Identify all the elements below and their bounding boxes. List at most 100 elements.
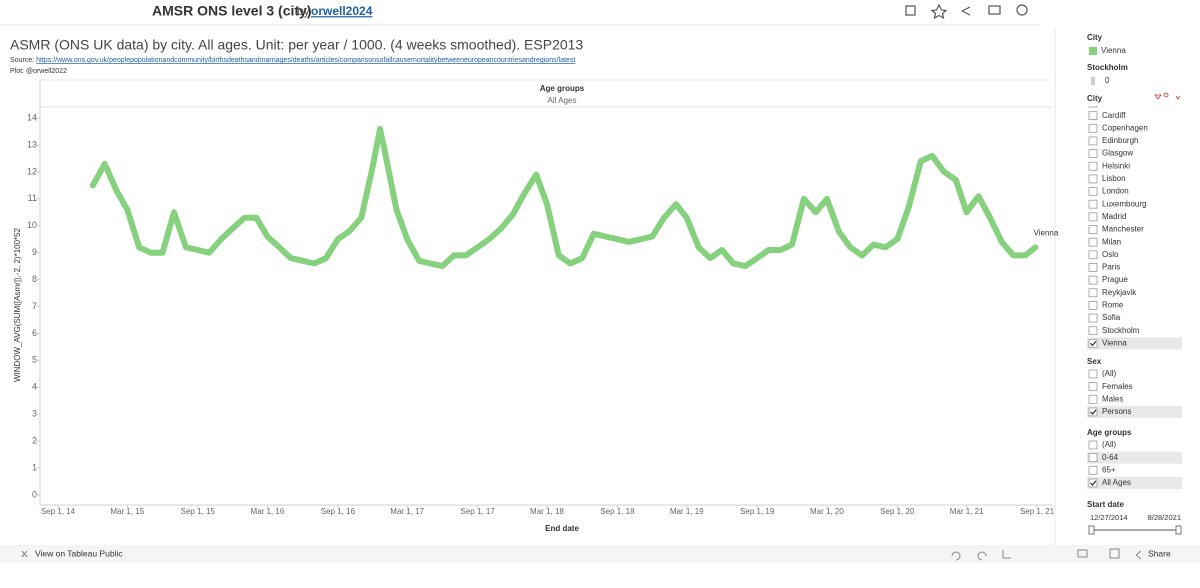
undo-icon[interactable] — [951, 551, 961, 561]
filter-item[interactable]: Helsinki — [1102, 161, 1130, 170]
checkbox[interactable] — [1088, 369, 1098, 379]
checkbox[interactable] — [1088, 300, 1098, 310]
checkmark — [1090, 409, 1097, 415]
filter-item[interactable]: Copenhagen — [1102, 123, 1148, 132]
filter-item[interactable]: Bucharest — [1102, 98, 1139, 107]
filter-item[interactable]: 0-64 — [1102, 453, 1119, 462]
favorite-icon[interactable] — [930, 3, 948, 20]
filter-item[interactable]: Males — [1102, 394, 1123, 403]
filter-item[interactable]: Rome — [1102, 301, 1124, 310]
filter-item[interactable]: (All) — [1102, 440, 1117, 449]
filter-list: (All) 0-64 65+ All Ages — [1087, 440, 1182, 489]
x-tick-label: Sep 1, 14 — [41, 507, 76, 516]
checkbox[interactable] — [1088, 382, 1098, 392]
checkbox[interactable] — [1088, 174, 1098, 184]
filter-item[interactable]: Females — [1102, 382, 1133, 391]
x-tick-label: Sep 1, 21 — [1020, 507, 1055, 516]
device-icon[interactable] — [1077, 549, 1088, 558]
checkbox[interactable] — [1088, 338, 1098, 348]
checkbox[interactable] — [1088, 250, 1098, 260]
filter-item[interactable]: Luxembourg — [1102, 199, 1146, 208]
checkbox[interactable] — [1088, 237, 1098, 247]
x-tick-label: Sep 1, 15 — [181, 507, 216, 516]
share-icon[interactable] — [961, 6, 971, 16]
filter-list: (All) Females Males Persons — [1087, 369, 1182, 418]
redo-icon[interactable] — [977, 551, 987, 561]
checkbox[interactable] — [1088, 212, 1098, 222]
source-link[interactable]: https://www.ons.gov.uk/peoplepopulationa… — [36, 57, 575, 64]
filter-item[interactable]: Cardiff — [1102, 111, 1126, 120]
filter-item[interactable]: Milan — [1102, 237, 1121, 246]
checkbox[interactable] — [1088, 275, 1098, 285]
comment-icon[interactable] — [988, 5, 1001, 15]
checkbox[interactable] — [1088, 149, 1098, 159]
checkmark — [1090, 340, 1097, 347]
x-tick-label: Mar 1, 21 — [950, 507, 984, 516]
profile-icon[interactable] — [1016, 4, 1028, 16]
item-highlight — [1087, 476, 1182, 489]
y-tick-label: 14 — [27, 112, 37, 122]
filter-title: Age groups — [1087, 428, 1132, 437]
checkbox[interactable] — [1088, 263, 1098, 272]
checkbox[interactable] — [1088, 465, 1098, 475]
filter-title: Sex — [1087, 357, 1102, 366]
checkmark — [1090, 480, 1097, 486]
filter-item[interactable]: Oslo — [1102, 250, 1119, 259]
y-tick-label: 1 — [32, 462, 37, 472]
y-tick-label: 12 — [27, 166, 37, 176]
checkbox[interactable] — [1088, 288, 1098, 298]
checkbox[interactable] — [1088, 326, 1098, 336]
filter-item[interactable]: Lisbon — [1102, 174, 1126, 183]
checkbox[interactable] — [1088, 478, 1098, 488]
checkbox[interactable] — [1088, 394, 1098, 404]
checkbox[interactable] — [1088, 111, 1098, 121]
checkbox[interactable] — [1088, 225, 1098, 234]
fullscreen-icon[interactable] — [1109, 548, 1120, 559]
slider-handle[interactable] — [1175, 525, 1182, 535]
dashboard-title: AMSR ONS level 3 (city) — [152, 3, 312, 19]
checkbox[interactable] — [1088, 161, 1098, 171]
filter-item[interactable]: All Ages — [1102, 478, 1131, 487]
facet-header: Age groups — [540, 84, 585, 93]
filter-item[interactable]: Paris — [1102, 263, 1120, 272]
y-tick-label: 9 — [32, 247, 37, 257]
filter-item[interactable]: Sofia — [1102, 313, 1121, 322]
checkbox[interactable] — [1088, 199, 1098, 209]
checkbox[interactable] — [1088, 123, 1098, 133]
y-tick-label: 13 — [27, 139, 37, 149]
filter-item[interactable]: Prague — [1102, 275, 1128, 284]
filter-tools[interactable] — [1154, 92, 1181, 100]
filter-item[interactable]: (All) — [1102, 369, 1117, 378]
view-on-tableau[interactable]: View on Tableau Public — [35, 548, 123, 558]
x-tick-label: Mar 1, 15 — [110, 507, 144, 516]
filter-item[interactable]: Persons — [1102, 407, 1131, 416]
filter-item[interactable]: Manchester — [1102, 225, 1144, 234]
filter-item[interactable]: Madrid — [1102, 212, 1126, 221]
checkbox[interactable] — [1088, 313, 1098, 323]
filter-item[interactable]: London — [1102, 187, 1129, 196]
share-button[interactable]: Share — [1148, 548, 1171, 558]
y-tick-label: 11 — [28, 193, 37, 203]
legend-title: Stockholm — [1087, 63, 1128, 72]
checkbox[interactable] — [1088, 187, 1098, 196]
copy-icon[interactable] — [905, 5, 916, 16]
checkbox[interactable] — [1088, 136, 1098, 146]
checkbox[interactable] — [1088, 407, 1098, 417]
author-link[interactable]: orwell2024 — [311, 4, 373, 18]
filter-item[interactable]: Reykjavik — [1102, 288, 1137, 297]
filter-item[interactable]: Glasgow — [1102, 149, 1133, 158]
filter-item[interactable]: 65+ — [1102, 465, 1116, 474]
filter-item[interactable]: Edinburgh — [1102, 136, 1138, 145]
source-label: Source: — [10, 57, 34, 64]
slider-handle[interactable] — [1088, 525, 1095, 535]
filter-item[interactable]: Stockholm — [1102, 326, 1140, 335]
share-footer-icon[interactable] — [1135, 550, 1142, 560]
chart-title: ASMR (ONS UK data) by city. All ages. Un… — [10, 37, 583, 53]
checkbox[interactable] — [1088, 99, 1098, 108]
revert-icon[interactable] — [1002, 550, 1011, 559]
checkbox[interactable] — [1088, 440, 1098, 450]
filter-item[interactable]: Vienna — [1102, 338, 1127, 347]
date-from: 12/27/2014 — [1090, 513, 1128, 522]
filter-title: Start date — [1087, 500, 1124, 509]
checkbox[interactable] — [1088, 453, 1098, 463]
